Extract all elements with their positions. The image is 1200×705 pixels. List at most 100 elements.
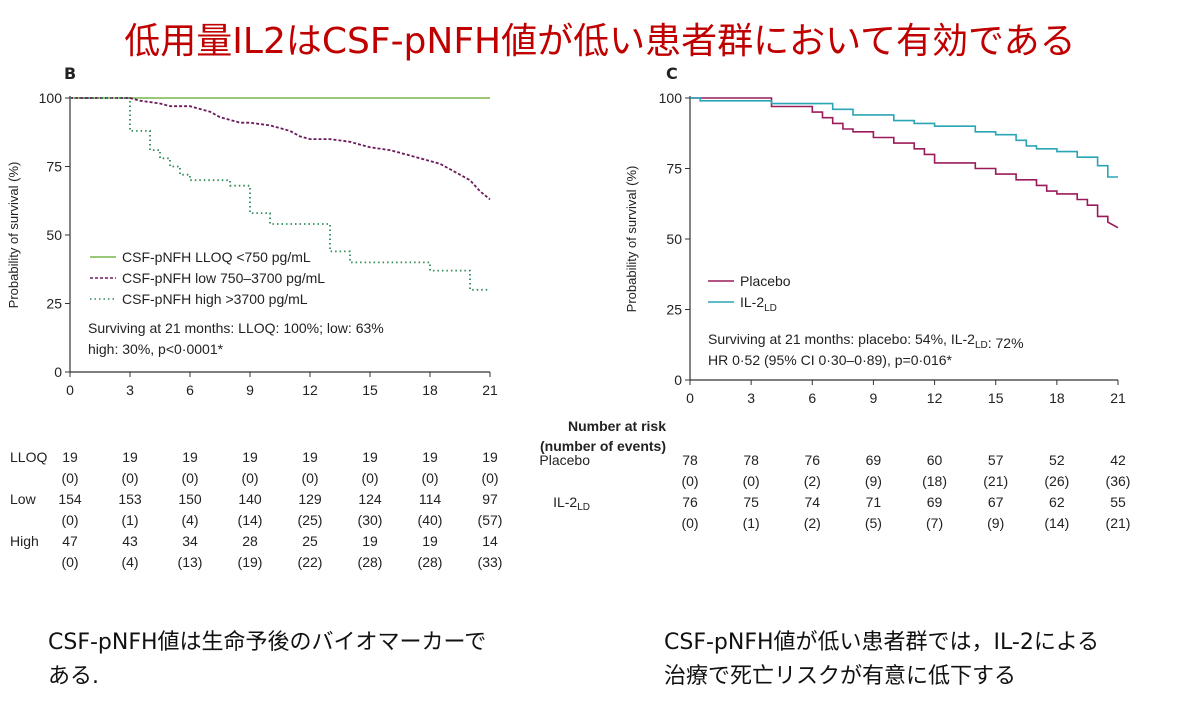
panel-c-risk-events: (9) [864,473,882,489]
risk-header-line-1: Number at risk [567,418,666,434]
panel-c-risk-events: (9) [987,515,1005,531]
caption-right-line-1: CSF-pNFH値が低い患者群では，IL-2による [664,630,1100,655]
panel-b-series-1-line [70,97,491,201]
panel-c-risk-count: 55 [1110,494,1126,510]
panel-letter-c: C [666,64,678,83]
panel-b-risk-count: 34 [182,533,198,549]
panel-b-x-tick-label: 21 [482,382,498,398]
panel-c-legend-label-0: Placebo [740,273,791,289]
panel-b-risk-events: (33) [477,554,503,570]
panel-c-y-tick-label: 50 [666,231,682,247]
panel-c-risk-count: 69 [926,494,943,510]
panel-c-risk-events: (5) [864,515,882,531]
panel-b-y-tick-label: 0 [54,364,62,380]
panel-b-risk-count: 19 [122,449,138,465]
panel-c-x-tick-label: 9 [870,390,878,406]
panel-c-x-tick-label: 0 [686,390,694,406]
panel-c-risk-events: (26) [1044,473,1070,489]
panel-b-risk-count: 124 [358,491,382,507]
panel-b-risk-events: (28) [357,554,383,570]
slide-title: 低用量IL2はCSF-pNFH値が低い患者群において有効である [124,21,1076,62]
panel-c-risk-events: (36) [1105,473,1131,489]
panel-b-y-tick-label: 75 [46,159,62,175]
panel-b-x-tick-label: 18 [422,382,438,398]
panel-c-legend-label-1: IL-2LD [740,294,777,314]
panel-b-risk-count: 19 [302,449,318,465]
panel-c-risk-count: 71 [865,494,882,510]
panel-b-risk-count: 28 [242,533,258,549]
panel-b-risk-count: 19 [422,533,438,549]
panel-b-risk-events: (0) [421,470,439,486]
panel-c-risk-row-label: Placebo [539,452,590,468]
panel-c-series-1-line [690,97,1118,178]
panel-b-risk-count: 97 [482,491,498,507]
panel-b-risk-count: 19 [362,449,378,465]
panel-b-annotation-1: high: 30%, p<0·0001* [88,341,224,357]
panel-b-risk-count: 19 [362,533,378,549]
caption-right: CSF-pNFH値が低い患者群では，IL-2による 治療で死亡リスクが有意に低下… [664,626,1099,694]
panel-c-annotation-0: Surviving at 21 months: placebo: 54%, IL… [708,331,1024,351]
panel-b-risk-count: 114 [418,491,442,507]
panel-b-x-tick-label: 15 [362,382,378,398]
panel-b-risk-events: (4) [121,554,139,570]
caption-right-line-2: 治療で死亡リスクが有意に低下する [664,664,1017,689]
panel-b-annotation-0: Surviving at 21 months: LLOQ: 100%; low:… [88,320,384,336]
panel-c-risk-events: (18) [922,473,948,489]
panel-c-annotation-1: HR 0·52 (95% CI 0·30–0·89), p=0·016* [708,352,953,368]
panel-b-risk-events: (0) [481,470,499,486]
panel-c-risk-count: 75 [743,494,759,510]
panel-c-risk-events: (2) [803,515,821,531]
panel-b-x-tick-label: 12 [302,382,318,398]
panel-c-risk-events: (0) [681,515,699,531]
panel-b-risk-events: (4) [181,512,199,528]
panel-b-y-tick-label: 50 [46,227,62,243]
panel-c-risk-events: (0) [681,473,699,489]
caption-left: CSF-pNFH値は生命予後のバイオマーカーで ある. [48,626,486,694]
panel-c-risk-events: (0) [742,473,760,489]
panel-b-risk-events: (40) [417,512,443,528]
panel-c-risk-row-label: IL-2LD [553,494,590,513]
panel-c-risk-events: (14) [1044,515,1070,531]
panel-b-risk-count: 129 [298,491,322,507]
panel-b-risk-count: 154 [58,491,82,507]
panel-b-y-tick-label: 25 [46,296,62,312]
panel-c-risk-count: 67 [987,494,1004,510]
panel-b-risk-events: (13) [177,554,203,570]
panel-c-risk-events: (7) [926,515,944,531]
panel-c-risk-count: 42 [1110,452,1126,468]
panel-b-risk-events: (1) [121,512,139,528]
panel-c-y-tick-label: 25 [666,302,682,318]
panel-c-risk-count: 52 [1049,452,1065,468]
caption-left-line-1: CSF-pNFH値は生命予後のバイオマーカーで [48,630,487,655]
panel-b-risk-row-label: LLOQ [10,449,48,465]
panel-b-legend-label-1: CSF-pNFH low 750–3700 pg/mL [122,270,325,286]
panel-c-y-tick-label: 0 [674,372,682,388]
panel-c-risk-count: 78 [743,452,759,468]
panel-b-risk-count: 153 [118,491,142,507]
panel-c-y-tick-label: 100 [659,90,683,106]
panel-c-risk-count: 76 [682,494,698,510]
panel-b-risk-row-label: High [10,533,39,549]
panel-b-risk-events: (0) [241,470,259,486]
panel-b-risk-events: (0) [301,470,319,486]
panel-b-risk-events: (19) [237,554,263,570]
panel-b-risk-events: (0) [121,470,139,486]
panel-c-x-tick-label: 3 [747,390,755,406]
panel-b-x-tick-label: 9 [246,382,254,398]
panel-c-risk-events: (21) [983,473,1009,489]
panel-c-risk-events: (1) [742,515,760,531]
caption-left-line-2: ある. [48,664,99,689]
panel-b-risk-count: 14 [482,533,498,549]
panel-b-risk-count: 25 [302,533,318,549]
risk-header-line-2: (number of events) [539,438,666,454]
panel-b-risk-count: 19 [422,449,438,465]
panel-c-risk-count: 57 [987,452,1004,468]
panel-c-risk-events: (2) [803,473,821,489]
panel-b-y-axis-label: Probability of survival (%) [6,162,21,309]
panel-b-risk-count: 19 [62,449,78,465]
panel-b-y-tick-label: 100 [39,90,63,106]
panel-c-y-axis-label: Probability of survival (%) [624,166,639,313]
panel-b-legend-label-2: CSF-pNFH high >3700 pg/mL [122,291,308,307]
panel-c-risk-count: 60 [926,452,943,468]
